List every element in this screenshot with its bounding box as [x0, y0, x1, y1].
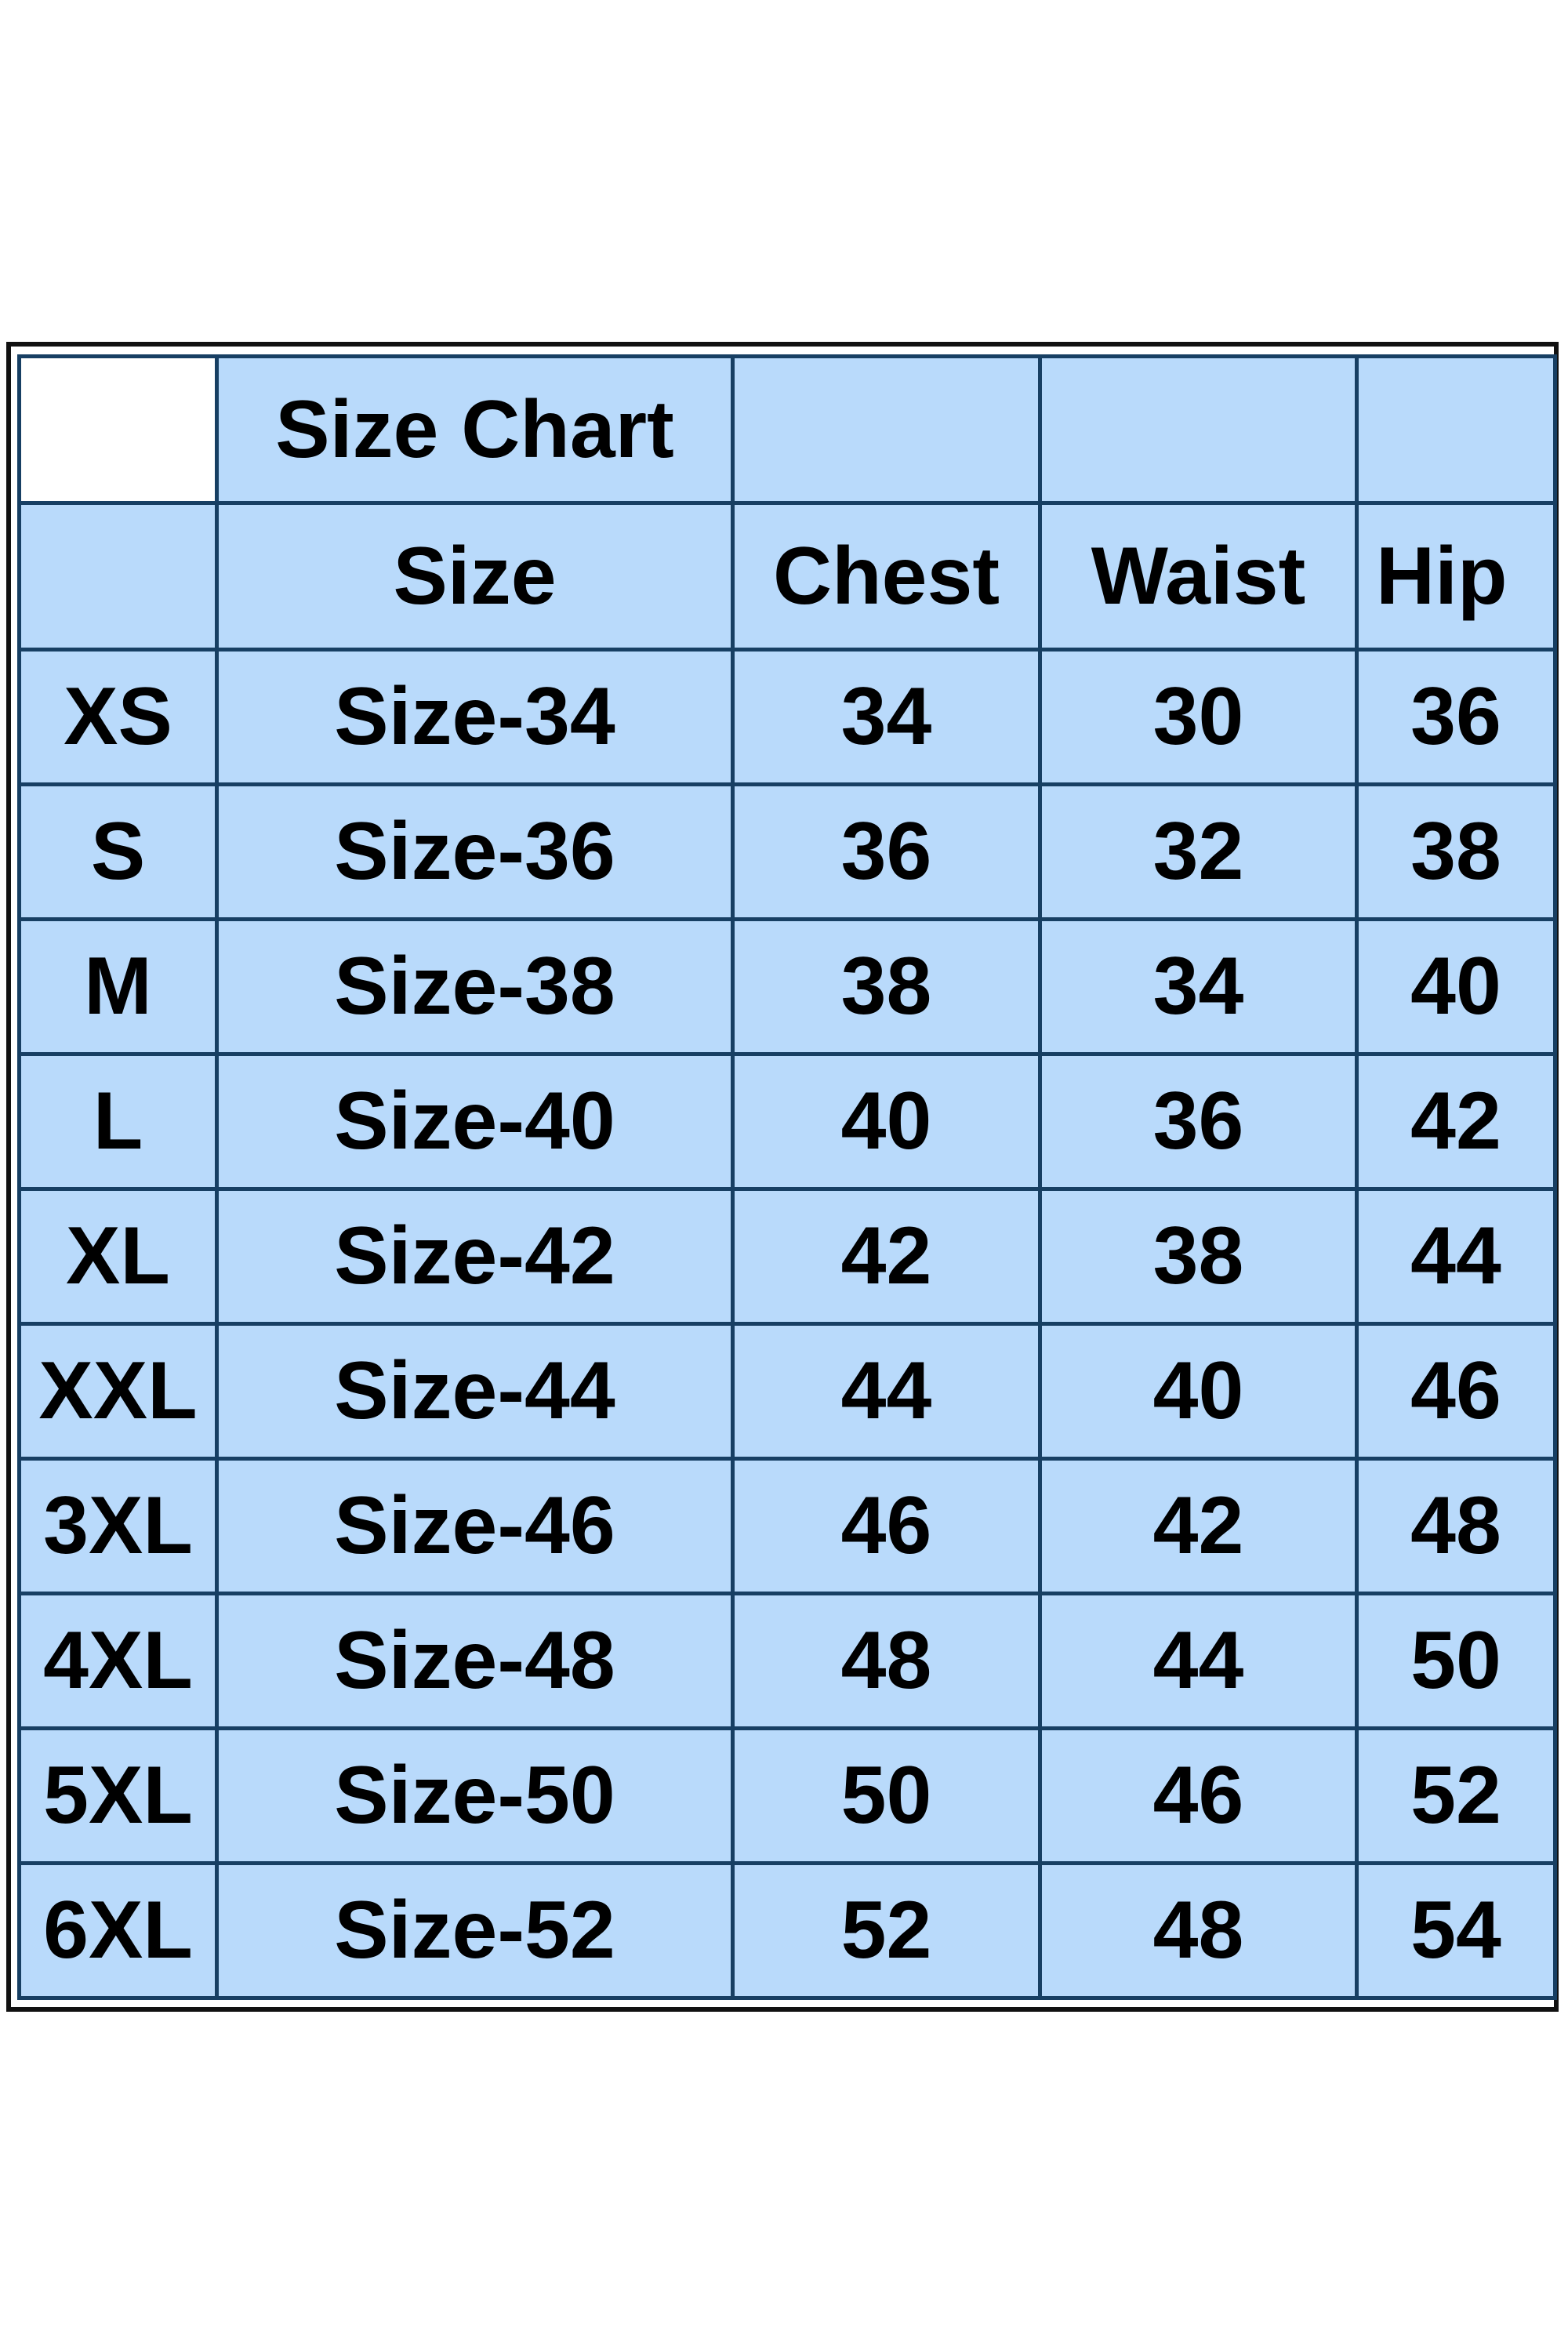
hip-cell: 42 — [1355, 1052, 1557, 1191]
hip-cell: 46 — [1355, 1322, 1557, 1461]
hip-cell: 38 — [1355, 782, 1557, 921]
chest-cell: 52 — [731, 1861, 1042, 2000]
hip-cell: 36 — [1355, 648, 1557, 786]
table-row: 5XL Size-50 50 46 52 — [17, 1726, 1557, 1865]
size-number-cell: Size-50 — [215, 1726, 735, 1865]
table-row: M Size-38 38 34 40 — [17, 917, 1557, 1056]
hip-cell: 50 — [1355, 1592, 1557, 1730]
waist-cell: 40 — [1038, 1322, 1359, 1461]
waist-cell: 34 — [1038, 917, 1359, 1056]
waist-cell: 46 — [1038, 1726, 1359, 1865]
hip-cell: 54 — [1355, 1861, 1557, 2000]
table-row: 3XL Size-46 46 42 48 — [17, 1457, 1557, 1595]
chest-cell: 36 — [731, 782, 1042, 921]
header-row: Size Chest Waist Hip — [17, 501, 1557, 652]
size-label-cell: XL — [17, 1187, 219, 1326]
size-number-cell: Size-34 — [215, 648, 735, 786]
table-row: 6XL Size-52 52 48 54 — [17, 1861, 1557, 2000]
size-number-cell: Size-40 — [215, 1052, 735, 1191]
waist-cell: 30 — [1038, 648, 1359, 786]
empty-cell — [1038, 354, 1359, 505]
column-header-hip: Hip — [1355, 501, 1557, 652]
size-label-cell: XXL — [17, 1322, 219, 1461]
size-label-cell: 4XL — [17, 1592, 219, 1730]
table-row: XS Size-34 34 30 36 — [17, 648, 1557, 786]
empty-cell — [731, 354, 1042, 505]
chest-cell: 50 — [731, 1726, 1042, 1865]
size-label-cell: XS — [17, 648, 219, 786]
table-row: XL Size-42 42 38 44 — [17, 1187, 1557, 1326]
hip-cell: 44 — [1355, 1187, 1557, 1326]
size-number-cell: Size-48 — [215, 1592, 735, 1730]
waist-cell: 36 — [1038, 1052, 1359, 1191]
chest-cell: 42 — [731, 1187, 1042, 1326]
hip-cell: 40 — [1355, 917, 1557, 1056]
waist-cell: 44 — [1038, 1592, 1359, 1730]
table-row: XXL Size-44 44 40 46 — [17, 1322, 1557, 1461]
chest-cell: 46 — [731, 1457, 1042, 1595]
chest-cell: 48 — [731, 1592, 1042, 1730]
size-label-cell: 5XL — [17, 1726, 219, 1865]
size-label-cell: M — [17, 917, 219, 1056]
chest-cell: 40 — [731, 1052, 1042, 1191]
chest-cell: 38 — [731, 917, 1042, 1056]
chest-cell: 34 — [731, 648, 1042, 786]
size-number-cell: Size-44 — [215, 1322, 735, 1461]
size-number-cell: Size-46 — [215, 1457, 735, 1595]
column-header-waist: Waist — [1038, 501, 1359, 652]
hip-cell: 48 — [1355, 1457, 1557, 1595]
size-number-cell: Size-38 — [215, 917, 735, 1056]
size-chart-table: Size Chart Size Chest Waist Hip XS Size-3… — [17, 354, 1557, 2000]
table-row: S Size-36 36 32 38 — [17, 782, 1557, 921]
column-header-chest: Chest — [731, 501, 1042, 652]
hip-cell: 52 — [1355, 1726, 1557, 1865]
table-row: L Size-40 40 36 42 — [17, 1052, 1557, 1191]
size-label-cell: 6XL — [17, 1861, 219, 2000]
size-number-cell: Size-36 — [215, 782, 735, 921]
size-number-cell: Size-42 — [215, 1187, 735, 1326]
waist-cell: 42 — [1038, 1457, 1359, 1595]
waist-cell: 48 — [1038, 1861, 1359, 2000]
table-row: 4XL Size-48 48 44 50 — [17, 1592, 1557, 1730]
size-label-cell: 3XL — [17, 1457, 219, 1595]
size-number-cell: Size-52 — [215, 1861, 735, 2000]
size-label-cell: L — [17, 1052, 219, 1191]
column-header-size: Size — [215, 501, 735, 652]
size-label-cell: S — [17, 782, 219, 921]
chest-cell: 44 — [731, 1322, 1042, 1461]
empty-cell — [1355, 354, 1557, 505]
chart-title: Size Chart — [215, 354, 735, 505]
waist-cell: 38 — [1038, 1187, 1359, 1326]
column-header — [17, 501, 219, 652]
waist-cell: 32 — [1038, 782, 1359, 921]
empty-cell — [17, 354, 219, 505]
title-row: Size Chart — [17, 354, 1557, 505]
